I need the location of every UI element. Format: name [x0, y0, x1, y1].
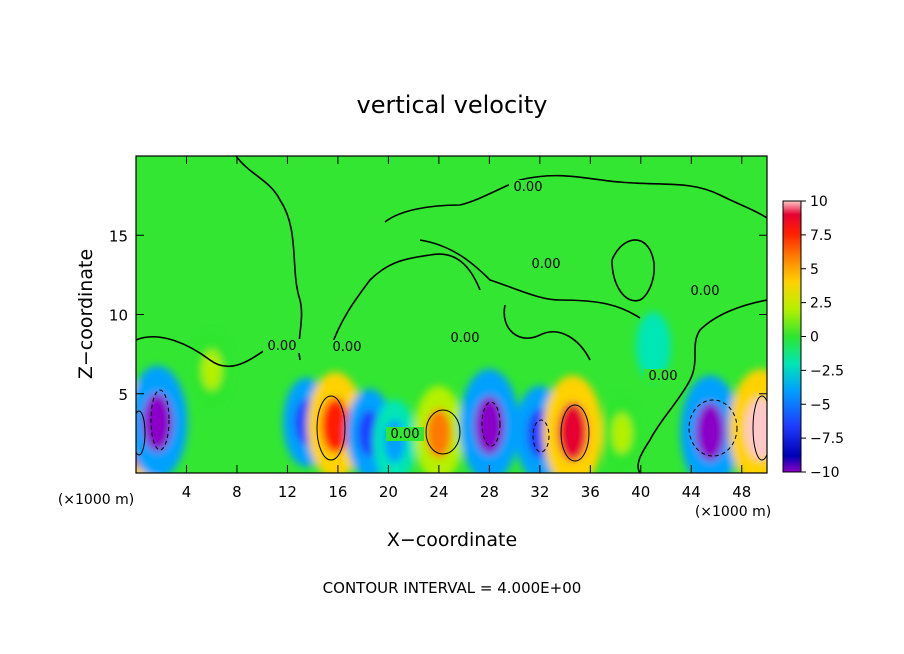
cell-contours — [136, 389, 767, 462]
contour-label: 0.00 — [391, 427, 420, 442]
x-tick-label: 20 — [379, 483, 398, 501]
x-tick-label: 8 — [232, 483, 242, 501]
y-tick-label: 10 — [109, 307, 128, 325]
velocity-cell — [644, 328, 663, 364]
y-tick-label: 5 — [118, 386, 128, 404]
y-axis-label: Z−coordinate — [75, 249, 97, 379]
colorbar-tick-label: 0 — [810, 330, 819, 346]
x-tick-label: 12 — [278, 483, 297, 501]
chart-title: vertical velocity — [357, 91, 548, 119]
zero-contours — [136, 156, 767, 473]
x-tick-label: 4 — [182, 483, 192, 501]
contour-label: 0.00 — [514, 180, 543, 195]
velocity-cell — [142, 393, 173, 452]
colorbar — [782, 200, 802, 473]
x-unit-left: (×1000 m) — [58, 492, 134, 508]
contour-label: 0.00 — [333, 340, 362, 355]
contour-labels: 0.00 0.00 0.00 0.00 0.00 0.00 0.00 0.00 — [263, 180, 724, 442]
colorbar-tick-label: −5 — [810, 397, 831, 413]
colorbar-tick-label: −7.5 — [810, 431, 844, 447]
contour-label-bg — [527, 257, 565, 271]
contour-label-bg — [686, 284, 724, 298]
x-tick-label: 28 — [480, 483, 499, 501]
colorbar-tick-label: −2.5 — [810, 363, 844, 379]
contour-label-bg — [328, 340, 366, 354]
x-unit-right: (×1000 m) — [695, 504, 771, 520]
contour-label: 0.00 — [532, 257, 561, 272]
velocity-cell — [201, 349, 222, 390]
x-axis-label: X−coordinate — [387, 529, 517, 551]
x-tick-label: 32 — [530, 483, 549, 501]
y-tick-label: 15 — [109, 227, 128, 245]
contour-label-bg — [446, 331, 484, 345]
x-axis-ticks: 4 8 12 16 20 24 28 32 36 40 44 48 — [182, 156, 751, 501]
velocity-cell — [557, 402, 588, 462]
contour-interval-note: CONTOUR INTERVAL = 4.000E+00 — [323, 579, 582, 597]
velocity-field — [136, 312, 767, 473]
colorbar-tick-label: 10 — [810, 194, 828, 210]
velocity-cell — [695, 402, 726, 462]
contour-label-bg — [644, 369, 682, 383]
contour-label: 0.00 — [649, 369, 678, 384]
contour-label: 0.00 — [268, 339, 297, 354]
colorbar-tick-label: −10 — [810, 465, 840, 481]
velocity-cell — [611, 413, 632, 454]
x-tick-label: 16 — [328, 483, 347, 501]
colorbar-ticks: 10 7.5 5 2.5 0 −2.5 −5 −7.5 −10 — [801, 194, 844, 481]
contour-label: 0.00 — [451, 331, 480, 346]
colorbar-tick-label: 5 — [810, 262, 819, 278]
x-tick-label: 48 — [732, 483, 751, 501]
contour-label-bg — [509, 180, 547, 194]
x-tick-label: 24 — [429, 483, 448, 501]
velocity-cell — [321, 397, 350, 454]
x-tick-label: 36 — [581, 483, 600, 501]
velocity-cell — [744, 397, 767, 460]
contour-label: 0.00 — [691, 284, 720, 299]
velocity-cell — [426, 408, 452, 459]
x-tick-label: 44 — [682, 483, 701, 501]
y-axis-ticks: 5 10 15 — [109, 227, 767, 404]
contour-label-bg — [263, 339, 301, 353]
colorbar-tick-label: 2.5 — [810, 296, 832, 312]
x-tick-label: 40 — [631, 483, 650, 501]
contour-label-bg — [386, 427, 424, 441]
colorbar-tick-label: 7.5 — [810, 228, 832, 244]
